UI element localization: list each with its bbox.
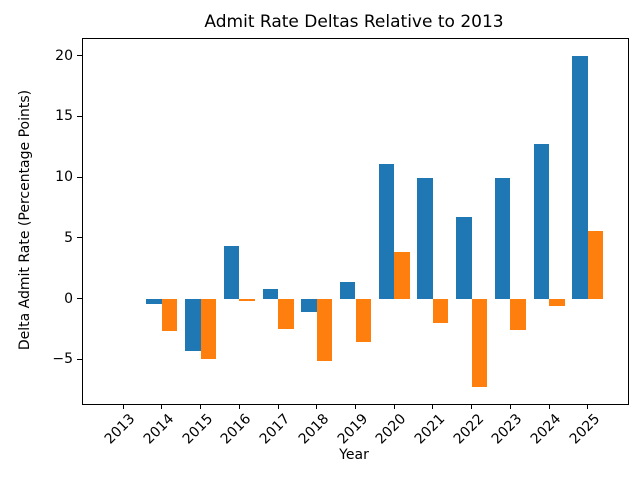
bar-2025-series-2 (587, 230, 604, 299)
plot-area: −5 0 5 10 15 20 2013 2014 2015 2016 2017 2018 2019 20… (52, 38, 629, 448)
y-tick-mark (77, 237, 82, 239)
bar-2021-series-2 (432, 298, 449, 323)
bar-2019-series-1 (340, 281, 356, 299)
x-tick-label-2019: 2019 (334, 411, 371, 448)
y-tick-mark (77, 298, 82, 300)
bar-2022-series-2 (471, 298, 488, 388)
bar-2014-series-2 (161, 298, 178, 332)
bar-2020-series-1 (378, 163, 395, 299)
bar-2018-series-1 (301, 298, 317, 312)
x-tick-mark (161, 404, 163, 409)
y-tick-label: 15 (55, 108, 73, 125)
bar-2021-series-1 (417, 178, 433, 299)
y-tick-label: 20 (55, 47, 73, 64)
bar-2024-series-2 (549, 298, 565, 306)
x-tick-label-2015: 2015 (179, 411, 216, 448)
x-tick-mark (471, 404, 473, 409)
x-tick-mark (316, 404, 318, 409)
bar-2017-series-1 (262, 288, 279, 299)
bar-2019-series-2 (355, 298, 371, 343)
x-tick-mark (432, 404, 434, 409)
bar-2017-series-2 (278, 298, 294, 330)
bar-2023-series-2 (510, 298, 526, 331)
x-tick-mark (587, 404, 589, 409)
x-tick-label-2022: 2022 (450, 411, 487, 448)
x-tick-mark (277, 404, 279, 409)
y-tick-label: 0 (64, 290, 73, 307)
x-tick-mark (200, 404, 202, 409)
bar-2020-series-2 (394, 252, 410, 299)
x-tick-mark (548, 404, 550, 409)
x-tick-label-2023: 2023 (489, 411, 526, 448)
x-axis-label: Year (339, 447, 369, 463)
y-tick-mark (77, 358, 82, 360)
bar-2016-series-2 (239, 298, 255, 302)
bar-2025-series-1 (572, 55, 588, 299)
bar-2024-series-1 (533, 144, 550, 299)
y-tick-mark (77, 55, 82, 57)
bar-2014-series-1 (146, 298, 162, 304)
x-tick-mark (122, 404, 124, 409)
x-tick-label-2017: 2017 (256, 411, 294, 448)
x-tick-label-2024: 2024 (527, 411, 565, 448)
bar-2015-series-1 (185, 298, 201, 351)
x-tick-mark (509, 404, 511, 409)
y-tick-label: 10 (55, 169, 73, 186)
x-tick-label-2014: 2014 (140, 411, 178, 448)
x-tick-label-2025: 2025 (566, 411, 604, 448)
x-tick-label-2021: 2021 (411, 411, 449, 448)
x-tick-mark (238, 404, 240, 409)
x-tick-label-2018: 2018 (295, 411, 333, 448)
y-tick-mark (77, 115, 82, 117)
y-tick-label: 5 (64, 229, 73, 246)
x-tick-label-2013: 2013 (102, 411, 139, 448)
x-tick-mark (393, 404, 395, 409)
chart-title: Admit Rate Deltas Relative to 2013 (204, 12, 504, 32)
y-tick-label: −5 (52, 351, 73, 368)
bar-2018-series-2 (316, 298, 333, 361)
x-tick-label-2016: 2016 (218, 411, 255, 448)
bar-2022-series-1 (456, 217, 472, 299)
bar-2016-series-1 (223, 246, 240, 299)
bar-2015-series-2 (200, 298, 217, 360)
y-axis-label: Delta Admit Rate (Percentage Points) (17, 89, 33, 351)
x-tick-label-2020: 2020 (373, 411, 410, 448)
bar-2023-series-1 (494, 178, 511, 299)
x-tick-mark (355, 404, 356, 409)
y-tick-mark (77, 176, 82, 178)
